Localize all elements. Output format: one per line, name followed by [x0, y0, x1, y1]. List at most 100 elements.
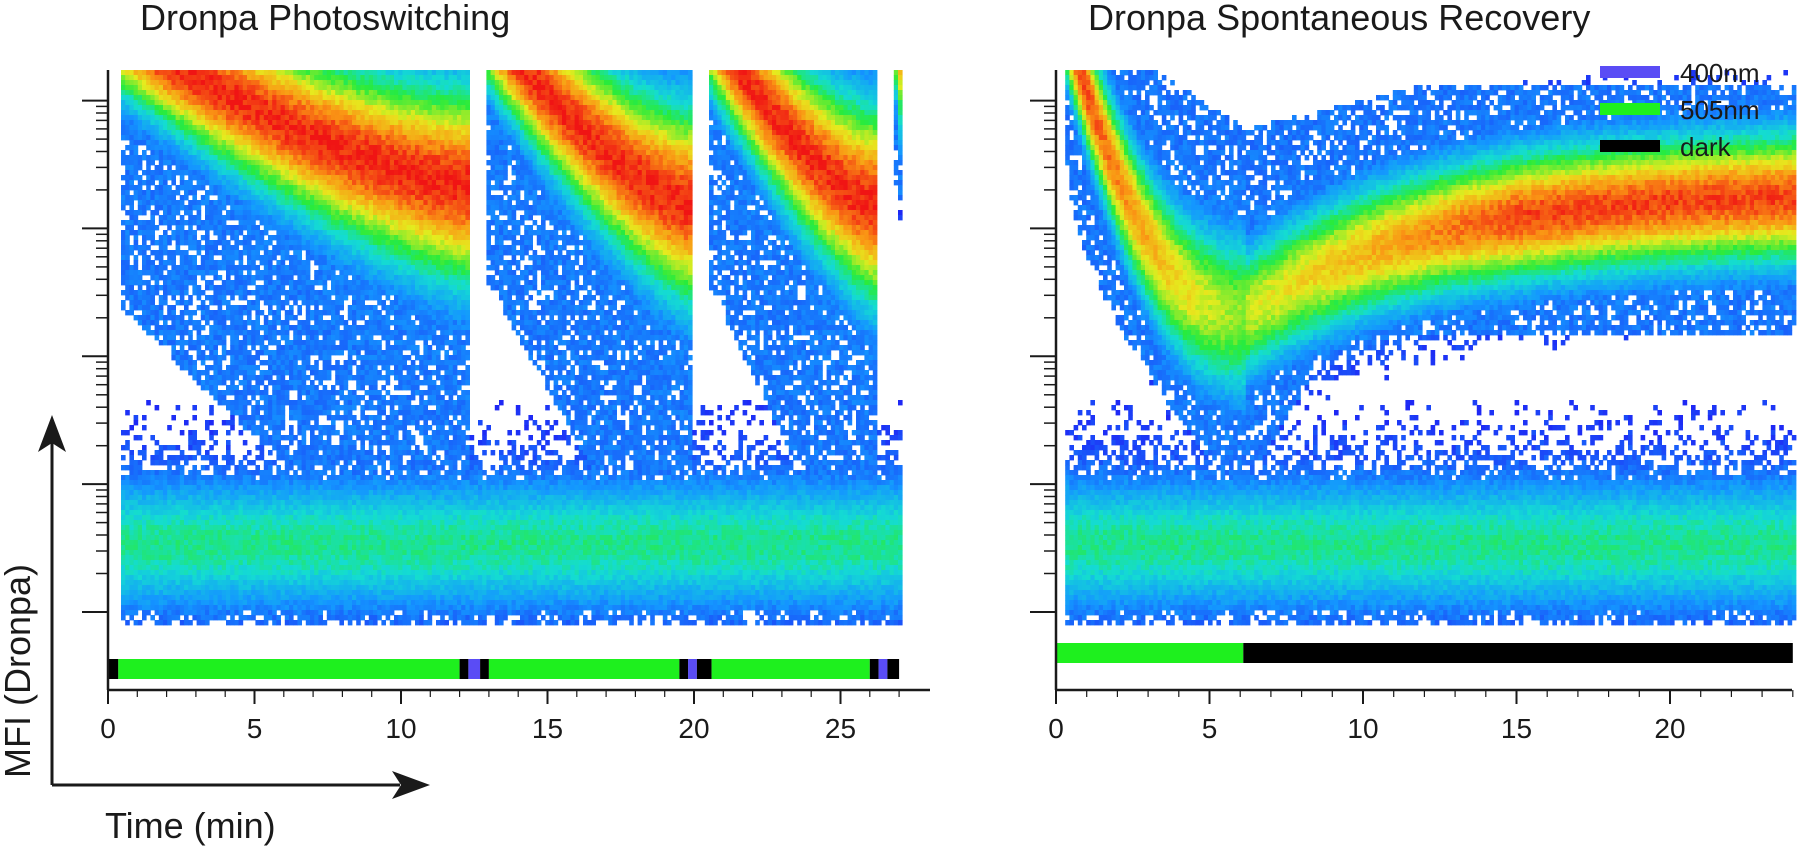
heatmap-cell — [180, 360, 185, 365]
heatmap-cell — [176, 525, 181, 530]
heatmap-cell — [289, 380, 294, 385]
heatmap-cell — [134, 240, 139, 245]
heatmap-cell — [310, 310, 315, 315]
heatmap-cell — [197, 85, 202, 90]
heatmap-cell — [150, 220, 155, 225]
heatmap-cell — [314, 80, 319, 85]
heatmap-cell — [255, 540, 260, 545]
heatmap-cell — [264, 610, 269, 615]
heatmap-cell — [197, 175, 202, 180]
heatmap-cell — [314, 320, 319, 325]
heatmap-cell — [306, 335, 311, 340]
heatmap-cell — [243, 175, 248, 180]
heatmap-cell — [268, 575, 273, 580]
heatmap-cell — [285, 365, 290, 370]
heatmap-cell — [226, 545, 231, 550]
heatmap-cell — [167, 105, 172, 110]
heatmap-cell — [159, 480, 164, 485]
heatmap-cell — [247, 580, 252, 585]
heatmap-cell — [255, 125, 260, 130]
heatmap-cell — [155, 225, 160, 230]
heatmap-cell — [302, 420, 307, 425]
heatmap-cell — [293, 340, 298, 345]
heatmap-cell — [297, 350, 302, 355]
heatmap-cell — [239, 140, 244, 145]
heatmap-cell — [222, 345, 227, 350]
heatmap-cell — [239, 370, 244, 375]
heatmap-cell — [310, 220, 315, 225]
heatmap-cell — [314, 540, 319, 545]
heatmap-cell — [293, 355, 298, 360]
heatmap-cell — [155, 175, 160, 180]
heatmap-cell — [297, 450, 302, 455]
heatmap-cell — [272, 160, 277, 165]
heatmap-cell — [184, 70, 189, 75]
heatmap-cell — [180, 255, 185, 260]
heatmap-cell — [209, 605, 214, 610]
heatmap-cell — [306, 310, 311, 315]
heatmap-cell — [209, 85, 214, 90]
heatmap-cell — [138, 480, 143, 485]
heatmap-cell — [129, 290, 134, 295]
heatmap-cell — [255, 610, 260, 615]
heatmap-cell — [150, 275, 155, 280]
heatmap-cell — [230, 615, 235, 620]
heatmap-cell — [159, 620, 164, 625]
heatmap-cell — [251, 170, 256, 175]
heatmap-cell — [234, 600, 239, 605]
heatmap-cell — [142, 315, 147, 320]
heatmap-cell — [281, 80, 286, 85]
heatmap-cell — [285, 310, 290, 315]
heatmap-cell — [255, 545, 260, 550]
heatmap-cell — [306, 90, 311, 95]
heatmap-cell — [251, 215, 256, 220]
heatmap-cell — [272, 505, 277, 510]
heatmap-cell — [226, 250, 231, 255]
heatmap-cell — [188, 175, 193, 180]
heatmap-cell — [234, 605, 239, 610]
heatmap-cell — [230, 305, 235, 310]
heatmap-cell — [255, 205, 260, 210]
heatmap-cell — [306, 395, 311, 400]
heatmap-cell — [150, 90, 155, 95]
heatmap-cell — [222, 350, 227, 355]
heatmap-cell — [163, 495, 168, 500]
heatmap-cell — [222, 285, 227, 290]
heatmap-cell — [255, 335, 260, 340]
heatmap-cell — [197, 75, 202, 80]
heatmap-cell — [251, 500, 256, 505]
heatmap-cell — [201, 245, 206, 250]
heatmap-cell — [129, 590, 134, 595]
heatmap-cell — [176, 490, 181, 495]
heatmap-cell — [192, 605, 197, 610]
heatmap-cell — [226, 280, 231, 285]
heatmap-cell — [247, 500, 252, 505]
heatmap-cell — [213, 580, 218, 585]
heatmap-cell — [218, 265, 223, 270]
heatmap-cell — [281, 150, 286, 155]
heatmap-cell — [176, 460, 181, 465]
heatmap-cell — [289, 235, 294, 240]
heatmap-cell — [176, 555, 181, 560]
heatmap-cell — [314, 270, 319, 275]
heatmap-cell — [138, 620, 143, 625]
heatmap-cell — [255, 160, 260, 165]
heatmap-cell — [146, 145, 151, 150]
heatmap-cell — [272, 440, 277, 445]
heatmap-cell — [293, 585, 298, 590]
heatmap-cell — [146, 75, 151, 80]
heatmap-cell — [205, 385, 210, 390]
heatmap-cell — [134, 265, 139, 270]
heatmap-cell — [184, 310, 189, 315]
heatmap-cell — [142, 130, 147, 135]
heatmap-cell — [146, 610, 151, 615]
heatmap-cell — [134, 525, 139, 530]
heatmap-cell — [239, 330, 244, 335]
heatmap-cell — [226, 515, 231, 520]
heatmap-cell — [201, 520, 206, 525]
heatmap-cell — [268, 480, 273, 485]
heatmap-cell — [243, 575, 248, 580]
heatmap-cell — [192, 135, 197, 140]
heatmap-cell — [264, 475, 269, 480]
heatmap-cell — [276, 425, 281, 430]
